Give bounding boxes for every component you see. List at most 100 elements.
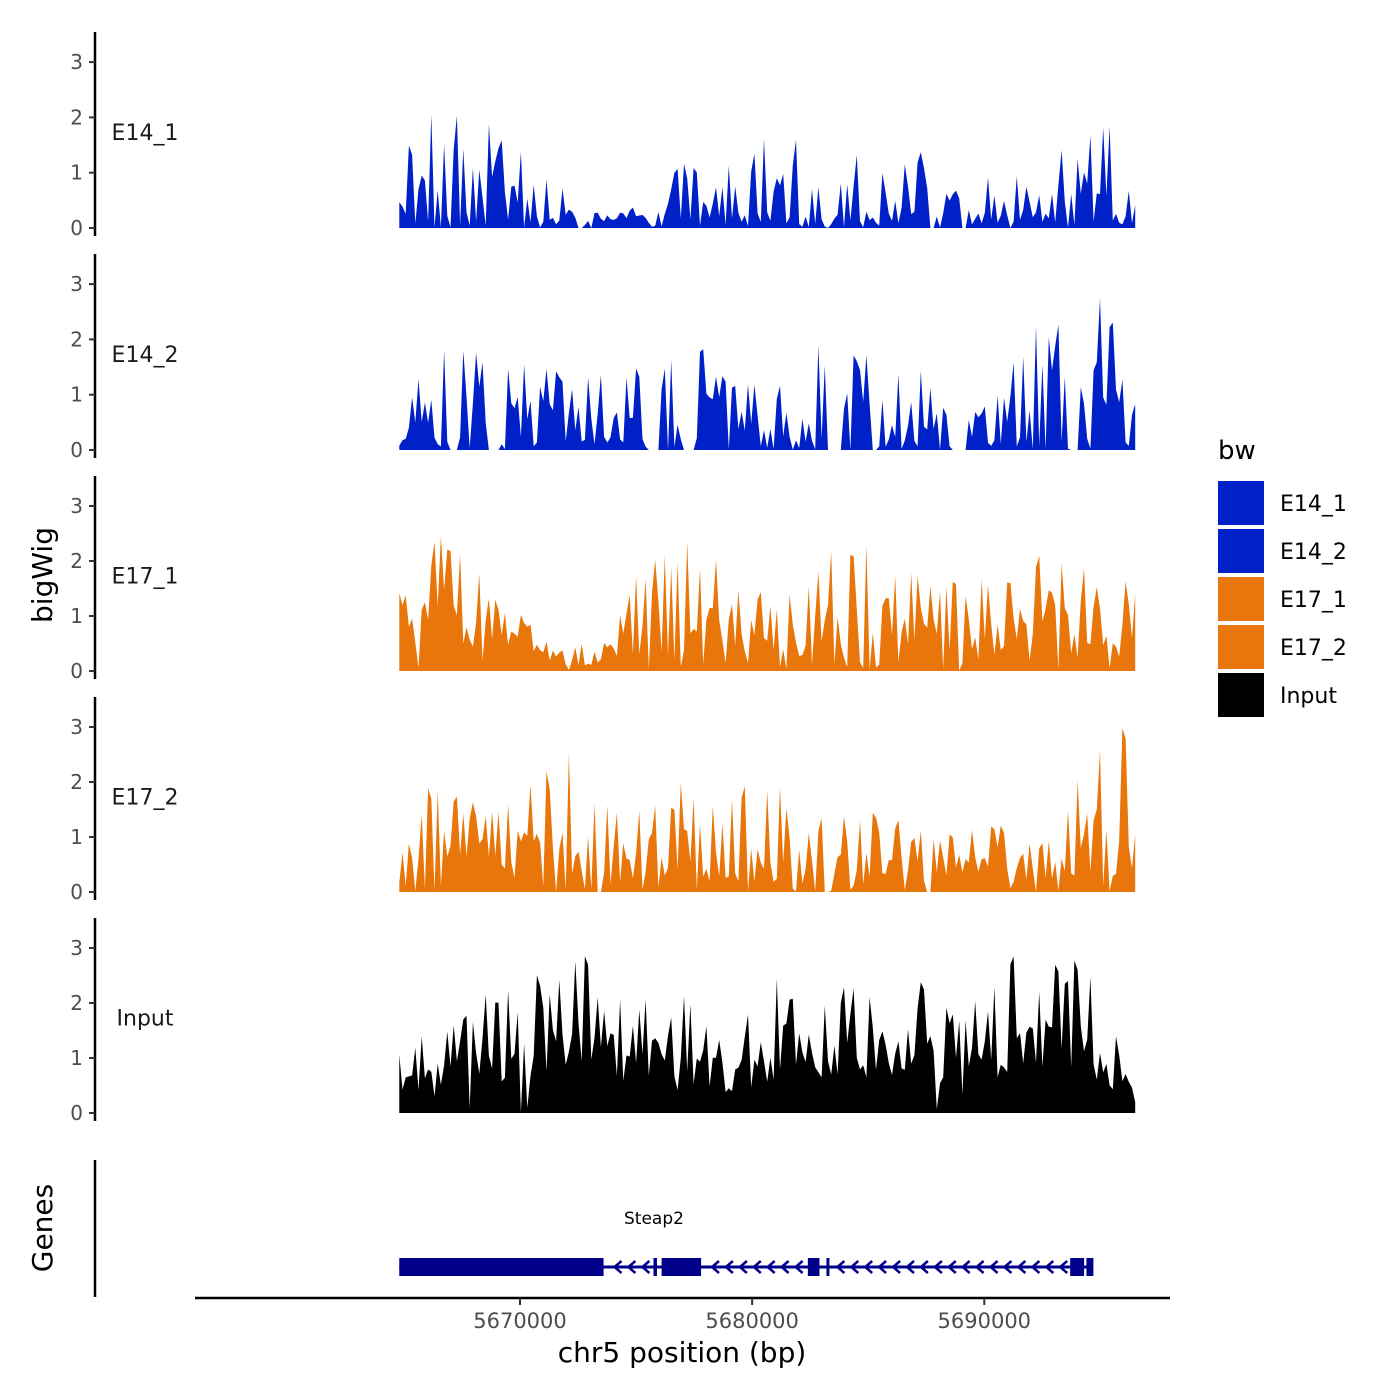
x-tick-label: 5680000 [705, 1309, 799, 1333]
legend-swatch [1218, 481, 1264, 525]
y-axis-title: bigWig [26, 527, 59, 623]
track-label-E17_1: E17_1 [112, 565, 179, 590]
strand-arrow [835, 1260, 846, 1274]
legend-item: E17_1 [1218, 577, 1347, 621]
track-E17_1: 0 1 2 3 E17_1 [70, 476, 1136, 683]
legend-item: E17_2 [1218, 625, 1347, 669]
gene-exon [807, 1258, 820, 1276]
y-tick-label: 2 [70, 105, 83, 129]
legend-item: Input [1218, 673, 1337, 717]
x-ticks: 5670000 5680000 5690000 [473, 1298, 1031, 1333]
legend-swatch [1218, 577, 1264, 621]
legend-label: Input [1280, 684, 1337, 709]
strand-arrow [737, 1260, 748, 1274]
strand-arrow [1016, 1260, 1027, 1274]
strand-arrow [765, 1260, 776, 1274]
strand-arrow [640, 1260, 651, 1274]
strand-arrow [612, 1260, 623, 1274]
gene-exon [826, 1258, 830, 1276]
y-tick-label: 0 [70, 659, 83, 683]
track-label-E17_2: E17_2 [112, 786, 179, 811]
strand-arrow [1058, 1260, 1069, 1274]
y-tick-label: 3 [70, 50, 83, 74]
strand-arrow [905, 1260, 915, 1274]
y-tick-label: 3 [70, 936, 83, 960]
gene-exon [661, 1258, 702, 1276]
y-tick-label: 3 [70, 715, 83, 739]
gene-exon [399, 1258, 604, 1276]
strand-arrow [863, 1260, 874, 1274]
signal-area-E14_1 [399, 114, 1136, 228]
strand-arrow [988, 1260, 999, 1274]
strand-arrow [1002, 1260, 1013, 1274]
track-E14_1: 0 1 2 3 E14_1 [70, 32, 1136, 240]
gene-exon [653, 1258, 657, 1276]
strand-arrow [946, 1260, 957, 1274]
signal-area-E17_1 [399, 536, 1136, 671]
strand-arrow [1044, 1260, 1055, 1274]
genes-track: Genes Steap2 [26, 1160, 1094, 1297]
gene-exon [1070, 1258, 1085, 1276]
y-tick-label: 1 [70, 161, 83, 185]
strand-arrow [849, 1260, 860, 1274]
track-E14_2: 0 1 2 3 E14_2 [70, 254, 1136, 462]
strand-arrow [793, 1260, 804, 1274]
x-axis: 5670000 5680000 5690000 chr5 position (bp) [195, 1296, 1170, 1369]
tracks: 0 1 2 3 E14_1 0 1 2 3 E14_2 0 1 2 3 E17_1 0 1 2 3 E17_2 0 1 2 3… [70, 32, 1136, 1125]
strand-arrow [751, 1260, 762, 1274]
y-tick-label: 0 [70, 438, 83, 462]
y-tick-label: 0 [70, 216, 83, 240]
y-tick-label: 1 [70, 604, 83, 628]
strand-arrow [779, 1260, 790, 1274]
legend-item: E14_2 [1218, 529, 1347, 573]
legend-swatch [1218, 673, 1264, 717]
y-tick-label: 1 [70, 825, 83, 849]
track-Input: 0 1 2 3 Input [70, 918, 1136, 1125]
legend: bw E14_1 E14_2 E17_1 E17_2 Input [1218, 436, 1347, 717]
signal-area-E17_2 [399, 728, 1136, 892]
y-tick-label: 2 [70, 991, 83, 1015]
strand-arrow [974, 1260, 985, 1274]
legend-swatch [1218, 625, 1264, 669]
strand-arrow [960, 1260, 971, 1274]
legend-label: E17_1 [1280, 588, 1347, 613]
y-tick-label: 3 [70, 272, 83, 296]
legend-swatch [1218, 529, 1264, 573]
legend-title: bw [1218, 436, 1256, 466]
x-axis-title: chr5 position (bp) [558, 1336, 807, 1369]
x-tick-label: 5670000 [473, 1309, 567, 1333]
gene-name-label: Steap2 [624, 1209, 684, 1229]
y-tick-label: 2 [70, 327, 83, 351]
legend-label: E14_2 [1280, 540, 1347, 565]
strand-arrow [918, 1260, 929, 1274]
y-tick-label: 3 [70, 494, 83, 518]
track-label-Input: Input [117, 1007, 174, 1032]
gene-exon [1086, 1258, 1094, 1276]
legend-label: E14_1 [1280, 492, 1347, 517]
x-tick-label: 5690000 [938, 1309, 1032, 1333]
legend-label: E17_2 [1280, 636, 1347, 661]
strand-arrow [710, 1260, 720, 1274]
legend-items: E14_1 E14_2 E17_1 E17_2 Input [1218, 481, 1347, 717]
track-label-E14_2: E14_2 [112, 343, 179, 368]
y-tick-label: 0 [70, 880, 83, 904]
track-label-E14_1: E14_1 [112, 121, 179, 146]
strand-arrow [877, 1260, 887, 1274]
y-tick-label: 1 [70, 1046, 83, 1070]
track-E17_2: 0 1 2 3 E17_2 [70, 697, 1136, 904]
strand-arrow [1030, 1260, 1041, 1274]
gene-model [399, 1258, 1094, 1276]
strand-arrow [932, 1260, 943, 1274]
y-tick-label: 1 [70, 383, 83, 407]
genes-track-label: Genes [26, 1184, 59, 1272]
strand-arrow [723, 1260, 734, 1274]
legend-item: E14_1 [1218, 481, 1347, 525]
strand-arrow [891, 1260, 901, 1274]
y-tick-label: 2 [70, 770, 83, 794]
y-tick-label: 0 [70, 1101, 83, 1125]
signal-area-E14_2 [399, 298, 1136, 450]
signal-area-Input [399, 956, 1136, 1113]
strand-arrow [626, 1260, 637, 1274]
y-tick-label: 2 [70, 549, 83, 573]
